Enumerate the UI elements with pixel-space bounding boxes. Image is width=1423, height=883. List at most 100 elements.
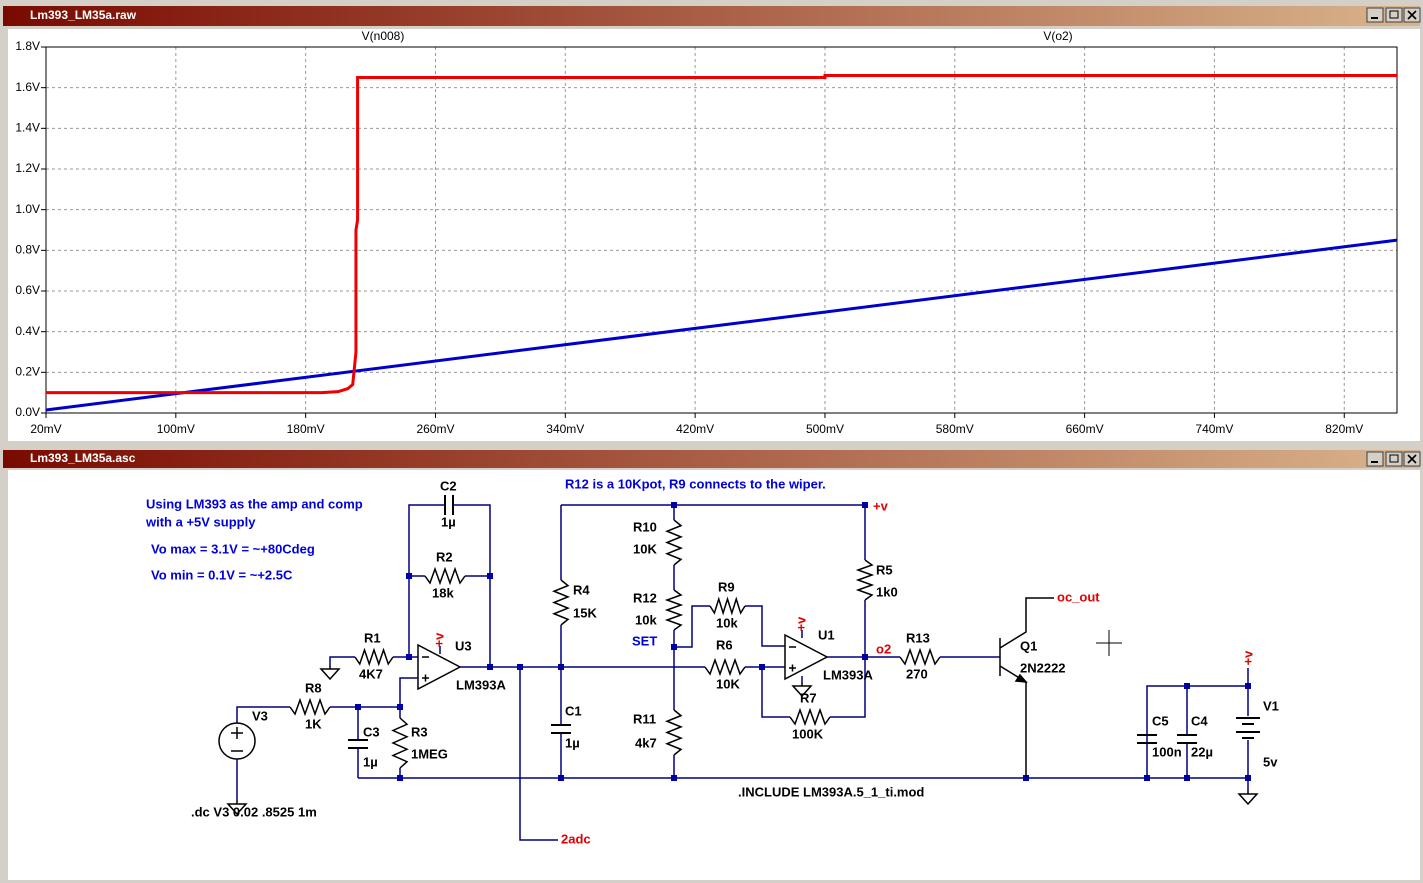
x-tick-label: 260mV <box>416 422 454 436</box>
y-tick-label: 0.8V <box>15 243 40 257</box>
schematic-canvas <box>8 470 1420 880</box>
y-tick-label: 0.0V <box>15 405 40 419</box>
ref: C3 <box>363 724 380 739</box>
resistor <box>704 657 746 677</box>
junction <box>406 573 412 579</box>
ref: R8 <box>305 680 322 695</box>
junction <box>406 654 412 660</box>
x-tick-label: 100mV <box>157 422 195 436</box>
x-tick-label: 500mV <box>806 422 844 436</box>
value: 100n <box>1152 744 1182 759</box>
ref: C4 <box>1191 713 1208 728</box>
value: 1K <box>305 716 322 731</box>
ref: R4 <box>573 582 590 597</box>
capacitor <box>1137 734 1157 744</box>
button-glyph <box>1389 454 1399 463</box>
cursor <box>1096 630 1122 656</box>
wire <box>329 656 355 665</box>
window-button[interactable] <box>1385 7 1403 23</box>
wire <box>830 657 866 718</box>
ref: R2 <box>436 549 453 564</box>
comment: Using LM393 as the amp and comp <box>146 496 363 511</box>
button-glyph <box>1389 10 1399 19</box>
ref: R10 <box>633 519 657 534</box>
opamp-sign <box>422 656 429 682</box>
resistor <box>899 647 941 667</box>
value: 2N2222 <box>1020 660 1066 675</box>
x-tick-label: 340mV <box>546 422 584 436</box>
ref: C2 <box>440 478 457 493</box>
ref: R6 <box>716 637 733 652</box>
value: LM393A <box>456 677 506 692</box>
value: 4K7 <box>359 666 383 681</box>
y-tick-label: 1.2V <box>15 161 40 175</box>
ref: V3 <box>252 708 268 723</box>
schematic-drawing <box>218 495 1260 841</box>
ground <box>319 665 341 681</box>
y-tick-label: 0.4V <box>15 324 40 338</box>
y-tick-label: 1.4V <box>15 121 40 135</box>
ref: R3 <box>411 724 428 739</box>
schematic-window-title: Lm393_LM35a.asc <box>30 451 136 465</box>
y-tick-label: 1.0V <box>15 202 40 216</box>
comment: R12 is a 10Kpot, R9 connects to the wipe… <box>565 476 826 491</box>
resistor <box>289 697 331 717</box>
wire <box>674 605 710 648</box>
trace <box>45 238 1398 412</box>
resistor <box>551 579 571 626</box>
ref: C1 <box>565 703 582 718</box>
net-label: o2 <box>876 641 891 656</box>
resistor <box>789 707 831 727</box>
wire <box>1146 685 1248 778</box>
schematic-title-bar <box>3 450 1420 468</box>
comment: Vo max = 3.1V = ~+80Cdeg <box>151 541 315 556</box>
x-tick-label: 580mV <box>936 422 974 436</box>
x-tick-label: 740mV <box>1195 422 1233 436</box>
schematic-text: Using LM393 as the amp and comp with a +… <box>145 476 1279 846</box>
ref: C5 <box>1152 713 1169 728</box>
value: 5v <box>1263 754 1278 769</box>
window-button[interactable] <box>1385 451 1403 467</box>
ref: U3 <box>455 638 472 653</box>
value: 1µ <box>565 735 580 750</box>
button-glyph <box>1407 10 1417 20</box>
ref: R5 <box>876 562 893 577</box>
x-tick-label: 820mV <box>1325 422 1363 436</box>
y-tick-label: 1.6V <box>15 80 40 94</box>
ref: R1 <box>364 630 381 645</box>
ref: R7 <box>800 690 817 705</box>
window-button[interactable] <box>1366 451 1384 467</box>
directive: .INCLUDE LM393A.5_1_ti.mod <box>738 784 924 799</box>
value: 4k7 <box>635 735 657 750</box>
y-tick-label: 0.6V <box>15 283 40 297</box>
junction <box>397 704 403 710</box>
wire <box>236 706 290 723</box>
window-button[interactable] <box>1366 7 1384 23</box>
comment: with a +5V supply <box>145 514 256 529</box>
value: LM393A <box>823 667 873 682</box>
ref: R13 <box>906 630 930 645</box>
value: 1MEG <box>411 746 448 761</box>
resistor <box>354 647 394 667</box>
plot-canvas <box>8 29 1420 441</box>
plot-frame <box>45 46 1398 414</box>
resistor <box>664 589 684 631</box>
x-tick-label: 660mV <box>1066 422 1104 436</box>
ref: V1 <box>1263 698 1279 713</box>
resistor <box>855 559 875 601</box>
net-label: 2adc <box>561 831 591 846</box>
resistor <box>709 596 746 616</box>
trace <box>46 73 1397 395</box>
comment: Vo min = 0.1V = ~+2.5C <box>151 567 293 582</box>
net-label: +v <box>793 616 808 632</box>
wire <box>745 605 785 647</box>
ref: R12 <box>633 590 657 605</box>
net-label: +v <box>873 498 889 513</box>
y-tick-label: 1.8V <box>15 39 40 53</box>
ref: R11 <box>633 711 656 726</box>
trace-name: V(o2) <box>1043 29 1072 43</box>
net-label: +v <box>1240 650 1255 666</box>
net-label: +v <box>431 632 446 648</box>
